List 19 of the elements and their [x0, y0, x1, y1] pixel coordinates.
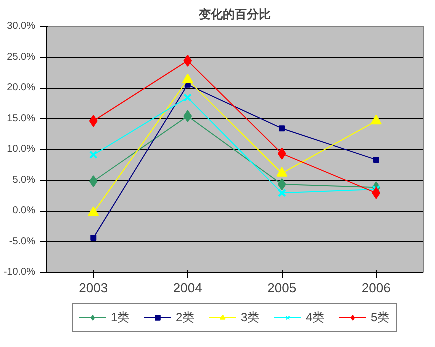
x-tick-label: 2005 [268, 280, 297, 296]
x-tick-label: 2004 [173, 280, 202, 296]
legend-label: 1类 [111, 309, 131, 326]
y-tick-label: -10.0% [4, 267, 36, 278]
chart-title: 变化的百分比 [198, 8, 271, 22]
y-tick-label: 0.0% [12, 206, 36, 216]
legend-label: 2类 [176, 309, 196, 326]
y-tick-label: 25.0% [7, 52, 36, 63]
legend-label: 4类 [306, 309, 326, 326]
legend-label: 5类 [371, 309, 391, 326]
y-tick-label: 20.0% [7, 82, 36, 94]
x-tick-label: 2006 [362, 280, 391, 296]
y-tick-label: 5.0% [12, 174, 36, 186]
y-tick-label: 15.0% [7, 113, 36, 124]
y-tick-label: 30.0% [7, 21, 36, 32]
y-tick-label: -5.0% [9, 236, 36, 248]
x-tick-label: 2003 [79, 280, 108, 296]
legend-label: 3类 [241, 309, 261, 326]
y-tick-label: 10.0% [7, 144, 36, 155]
